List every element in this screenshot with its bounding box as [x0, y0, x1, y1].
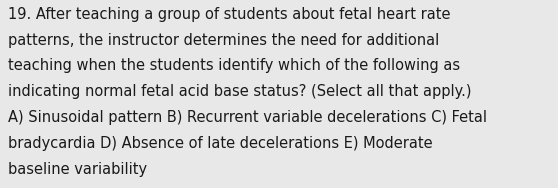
Text: indicating normal fetal acid base status? (Select all that apply.): indicating normal fetal acid base status…: [8, 84, 472, 99]
Text: teaching when the students identify which of the following as: teaching when the students identify whic…: [8, 58, 460, 74]
Text: bradycardia D) Absence of late decelerations E) Moderate: bradycardia D) Absence of late decelerat…: [8, 136, 433, 151]
Text: A) Sinusoidal pattern B) Recurrent variable decelerations C) Fetal: A) Sinusoidal pattern B) Recurrent varia…: [8, 110, 487, 125]
Text: patterns, the instructor determines the need for additional: patterns, the instructor determines the …: [8, 33, 440, 48]
Text: baseline variability: baseline variability: [8, 162, 147, 177]
Text: 19. After teaching a group of students about fetal heart rate: 19. After teaching a group of students a…: [8, 7, 451, 22]
